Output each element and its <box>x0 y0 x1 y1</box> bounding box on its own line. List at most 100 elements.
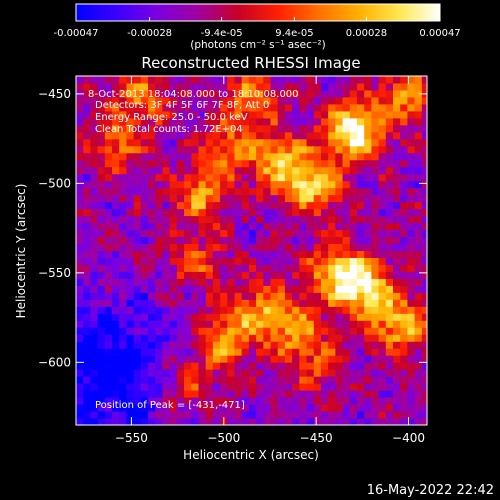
heatmap-cell <box>421 334 427 342</box>
heatmap-cell <box>162 285 171 293</box>
heatmap-cell <box>306 306 315 314</box>
heatmap-cell <box>133 320 142 328</box>
heatmap-cell <box>292 285 300 293</box>
heatmap-cell <box>277 124 286 133</box>
heatmap-cell <box>421 313 427 321</box>
heatmap-cell <box>385 362 394 370</box>
heatmap-cell <box>155 299 163 307</box>
heatmap-cell <box>414 236 423 245</box>
heatmap-cell <box>76 334 84 342</box>
heatmap-cell <box>299 271 308 279</box>
heatmap-cell <box>162 243 171 251</box>
heatmap-cell <box>306 138 315 147</box>
heatmap-cell <box>155 236 163 245</box>
heatmap-cell <box>270 334 279 342</box>
heatmap-cell <box>349 320 358 328</box>
heatmap-cell <box>385 418 394 425</box>
heatmap-cell <box>378 152 387 161</box>
heatmap-cell <box>292 362 300 370</box>
heatmap-cell <box>119 243 127 251</box>
heatmap-cell <box>364 411 372 419</box>
heatmap-cell <box>263 96 272 105</box>
heatmap-cell <box>277 138 286 147</box>
heatmap-cell <box>176 418 185 425</box>
heatmap-cell <box>198 124 207 133</box>
heatmap-cell <box>270 390 279 398</box>
heatmap-cell <box>256 222 264 231</box>
heatmap-cell <box>112 250 120 258</box>
heatmap-cell <box>162 187 171 196</box>
heatmap-cell <box>378 341 387 349</box>
heatmap-cell <box>148 320 156 328</box>
heatmap-cell <box>284 390 293 398</box>
heatmap-cell <box>76 285 84 293</box>
heatmap-cell <box>148 236 156 245</box>
heatmap-cell <box>104 124 113 133</box>
heatmap-cell <box>364 222 372 231</box>
heatmap-cell <box>212 236 221 245</box>
heatmap-cell <box>191 117 199 126</box>
heatmap-cell <box>119 82 127 91</box>
heatmap-cell <box>148 222 156 231</box>
heatmap-cell <box>248 278 257 286</box>
heatmap-cell <box>227 180 236 189</box>
heatmap-cell <box>90 271 99 279</box>
heatmap-cell <box>385 383 394 391</box>
heatmap-cell <box>263 285 272 293</box>
heatmap-cell <box>414 131 423 140</box>
heatmap-cell <box>371 390 380 398</box>
heatmap-cell <box>198 76 207 84</box>
heatmap-cell <box>104 348 113 356</box>
heatmap-cell <box>140 285 149 293</box>
heatmap-cell <box>284 306 293 314</box>
heatmap-cell <box>133 341 142 349</box>
heatmap-cell <box>220 299 228 307</box>
heatmap-cell <box>83 180 91 189</box>
heatmap-cell <box>227 418 236 425</box>
heatmap-cell <box>212 397 221 405</box>
heatmap-cell <box>371 124 380 133</box>
heatmap-cell <box>277 82 286 91</box>
heatmap-cell <box>184 145 192 154</box>
heatmap-cell <box>90 369 99 377</box>
heatmap-cell <box>234 194 243 203</box>
heatmap-cell <box>248 222 257 231</box>
heatmap-cell <box>184 243 192 251</box>
heatmap-cell <box>126 334 135 342</box>
heatmap-cell <box>155 103 163 112</box>
heatmap-cell <box>400 383 408 391</box>
heatmap-cell <box>126 271 135 279</box>
heatmap-cell <box>90 131 99 140</box>
heatmap-cell <box>90 397 99 405</box>
heatmap-cell <box>97 404 106 412</box>
heatmap-cell <box>176 383 185 391</box>
heatmap-cell <box>292 173 300 182</box>
heatmap-cell <box>400 411 408 419</box>
heatmap-cell <box>126 397 135 405</box>
heatmap-cell <box>306 222 315 231</box>
heatmap-cell <box>421 215 427 224</box>
heatmap-cell <box>76 194 84 203</box>
heatmap-cell <box>133 362 142 370</box>
heatmap-cell <box>356 131 365 140</box>
heatmap-cell <box>133 327 142 335</box>
heatmap-cell <box>328 383 336 391</box>
heatmap-cell <box>284 236 293 245</box>
heatmap-cell <box>414 383 423 391</box>
heatmap-cell <box>184 257 192 265</box>
heatmap-cell <box>176 341 185 349</box>
heatmap-cell <box>119 327 127 335</box>
heatmap-cell <box>335 117 344 126</box>
heatmap-cell <box>393 208 401 217</box>
heatmap-cell <box>356 313 365 321</box>
heatmap-cell <box>248 166 257 175</box>
heatmap-cell <box>227 145 236 154</box>
heatmap-cell <box>191 404 199 412</box>
heatmap-cell <box>248 229 257 238</box>
heatmap-cell <box>90 355 99 363</box>
heatmap-cell <box>83 355 91 363</box>
heatmap-cell <box>90 390 99 398</box>
heatmap-cell <box>234 390 243 398</box>
heatmap-cell <box>205 418 214 425</box>
heatmap-cell <box>378 96 387 105</box>
